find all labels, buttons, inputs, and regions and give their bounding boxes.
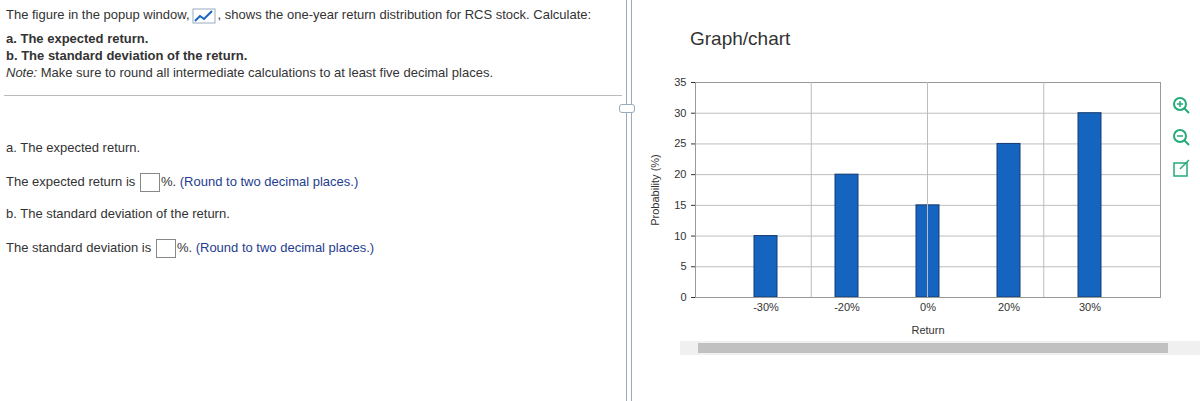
svg-text:30%: 30% xyxy=(1079,301,1101,313)
svg-text:5: 5 xyxy=(680,260,686,272)
svg-text:30: 30 xyxy=(674,107,686,119)
html-text:Note: Make sure to round all i: Note: Make sure to round all intermediat… xyxy=(6,65,493,80)
html-text:The figure in the popup window: The figure in the popup window, xyxy=(6,7,190,22)
html-text:%. (Round to two decimal place: %. (Round to two decimal places.) xyxy=(176,239,375,255)
html-text:, shows the one-year return di: , shows the one-year return distribution… xyxy=(217,7,592,22)
svg-text:20: 20 xyxy=(674,168,686,180)
html-text:a. The expected return.: a. The expected return. xyxy=(6,31,149,46)
html-text:b. The standard deviation of t: b. The standard deviation of the return. xyxy=(6,206,230,221)
html-text:Graph/chart: Graph/chart xyxy=(690,28,791,49)
svg-text:15: 15 xyxy=(674,199,686,211)
svg-text:25: 25 xyxy=(674,137,686,149)
svg-text:-20%: -20% xyxy=(834,301,860,313)
html-text:b. The standard deviation of t: b. The standard deviation of the return. xyxy=(6,48,248,63)
svg-text:20%: 20% xyxy=(998,301,1020,313)
svg-text:10: 10 xyxy=(674,230,686,242)
svg-text:0%: 0% xyxy=(920,301,936,313)
html-text:%. (Round to two decimal place: %. (Round to two decimal places.) xyxy=(161,173,359,189)
html-text:The standard deviation is: The standard deviation is xyxy=(6,239,155,255)
svg-text:Probability (%): Probability (%) xyxy=(649,154,661,226)
html-text:The expected return is: The expected return is xyxy=(6,173,139,189)
html-text:a. The expected return.: a. The expected return. xyxy=(6,140,141,155)
svg-text:-30%: -30% xyxy=(753,301,779,313)
svg-text:35: 35 xyxy=(674,76,686,88)
svg-text:Return: Return xyxy=(911,324,944,336)
svg-text:0: 0 xyxy=(680,291,686,303)
